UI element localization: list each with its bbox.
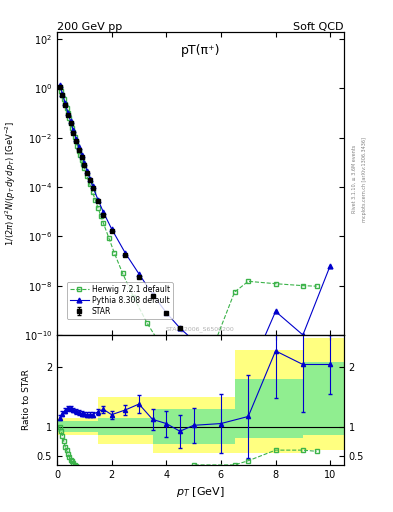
Herwig 7.2.1 default — [101, 220, 106, 226]
Text: 200 GeV pp: 200 GeV pp — [57, 22, 122, 32]
Herwig 7.2.1 default — [84, 174, 89, 180]
Line: Pythia 8.308 default: Pythia 8.308 default — [57, 82, 332, 377]
Pythia 8.308 default — [87, 176, 92, 182]
Herwig 7.2.1 default — [95, 205, 100, 211]
Herwig 7.2.1 default — [107, 235, 111, 241]
Pythia 8.308 default — [123, 250, 128, 256]
Herwig 7.2.1 default — [78, 152, 83, 158]
Herwig 7.2.1 default — [87, 181, 92, 187]
Text: STAR_2006_S6500200: STAR_2006_S6500200 — [166, 326, 235, 332]
Herwig 7.2.1 default — [314, 283, 319, 289]
Text: Rivet 3.1.10, ≥ 3.6M events: Rivet 3.1.10, ≥ 3.6M events — [352, 145, 357, 214]
Text: mcplots.cern.ch [arXiv:1306.3436]: mcplots.cern.ch [arXiv:1306.3436] — [362, 137, 367, 222]
Pythia 8.308 default — [219, 357, 223, 363]
Herwig 7.2.1 default — [164, 351, 169, 357]
Pythia 8.308 default — [95, 197, 100, 203]
Pythia 8.308 default — [82, 160, 87, 166]
Herwig 7.2.1 default — [79, 157, 84, 163]
Herwig 7.2.1 default — [82, 165, 87, 172]
Herwig 7.2.1 default — [59, 88, 63, 94]
Herwig 7.2.1 default — [131, 294, 136, 300]
Herwig 7.2.1 default — [191, 394, 196, 400]
Herwig 7.2.1 default — [232, 289, 237, 295]
Herwig 7.2.1 default — [68, 120, 73, 126]
Pythia 8.308 default — [77, 144, 81, 150]
Pythia 8.308 default — [164, 310, 169, 316]
Herwig 7.2.1 default — [61, 96, 66, 102]
Text: pT(π⁺): pT(π⁺) — [181, 44, 220, 57]
Herwig 7.2.1 default — [98, 212, 103, 219]
Herwig 7.2.1 default — [75, 143, 80, 149]
Herwig 7.2.1 default — [93, 197, 97, 203]
Pythia 8.308 default — [109, 226, 114, 232]
Herwig 7.2.1 default — [67, 115, 72, 121]
Herwig 7.2.1 default — [71, 129, 76, 135]
Herwig 7.2.1 default — [120, 270, 125, 276]
Pythia 8.308 default — [101, 209, 106, 216]
Herwig 7.2.1 default — [77, 147, 81, 154]
Herwig 7.2.1 default — [74, 138, 79, 144]
Pythia 8.308 default — [273, 308, 278, 314]
Herwig 7.2.1 default — [112, 250, 117, 256]
Pythia 8.308 default — [150, 291, 155, 297]
Legend: Herwig 7.2.1 default, Pythia 8.308 default, STAR: Herwig 7.2.1 default, Pythia 8.308 defau… — [66, 282, 173, 319]
Pythia 8.308 default — [90, 183, 95, 189]
Pythia 8.308 default — [191, 337, 196, 344]
Pythia 8.308 default — [66, 110, 70, 116]
Pythia 8.308 default — [246, 371, 251, 377]
Herwig 7.2.1 default — [70, 124, 74, 131]
Herwig 7.2.1 default — [145, 320, 149, 326]
X-axis label: $p_T$ [GeV]: $p_T$ [GeV] — [176, 485, 225, 499]
Herwig 7.2.1 default — [57, 83, 62, 90]
Herwig 7.2.1 default — [273, 281, 278, 287]
Herwig 7.2.1 default — [81, 161, 85, 167]
Pythia 8.308 default — [79, 152, 84, 158]
Herwig 7.2.1 default — [64, 105, 69, 112]
Herwig 7.2.1 default — [60, 92, 65, 98]
Pythia 8.308 default — [68, 118, 73, 124]
Pythia 8.308 default — [74, 136, 79, 142]
Pythia 8.308 default — [137, 271, 141, 277]
Pythia 8.308 default — [84, 168, 89, 174]
Pythia 8.308 default — [301, 332, 305, 338]
Herwig 7.2.1 default — [66, 110, 70, 116]
Pythia 8.308 default — [60, 91, 65, 97]
Y-axis label: Ratio to STAR: Ratio to STAR — [22, 370, 31, 431]
Herwig 7.2.1 default — [90, 189, 95, 195]
Pythia 8.308 default — [178, 325, 182, 331]
Herwig 7.2.1 default — [301, 283, 305, 289]
Herwig 7.2.1 default — [72, 134, 77, 140]
Pythia 8.308 default — [57, 82, 62, 88]
Pythia 8.308 default — [328, 263, 332, 269]
Herwig 7.2.1 default — [246, 278, 251, 284]
Y-axis label: $1/(2\pi)\,d^2N/(p_T\,dy\,dp_T)$ [GeV$^{-2}$]: $1/(2\pi)\,d^2N/(p_T\,dy\,dp_T)$ [GeV$^{… — [4, 121, 18, 246]
Text: Soft QCD: Soft QCD — [294, 22, 344, 32]
Herwig 7.2.1 default — [63, 101, 68, 107]
Line: Herwig 7.2.1 default: Herwig 7.2.1 default — [57, 84, 319, 399]
Pythia 8.308 default — [63, 100, 68, 106]
Pythia 8.308 default — [71, 127, 76, 134]
